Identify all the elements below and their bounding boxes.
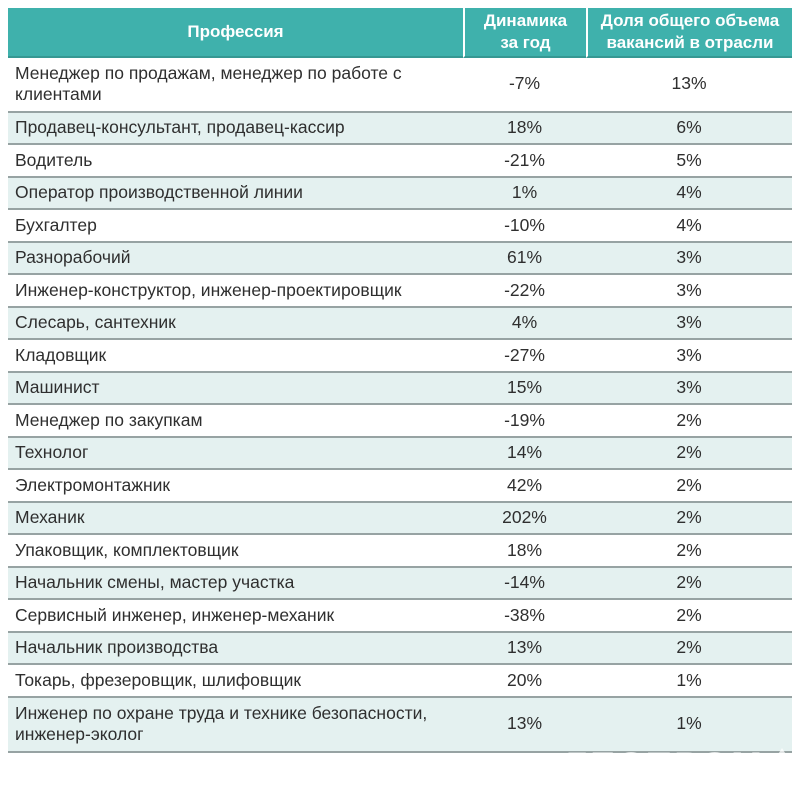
dynamics-cell: 42% [463,470,586,503]
share-cell: 2% [586,535,792,568]
profession-cell: Слесарь, сантехник [8,307,463,340]
share-cell: 4% [586,210,792,243]
share-cell: 2% [586,632,792,665]
table-row: Инженер по охране труда и технике безопа… [8,697,792,753]
profession-cell: Разнорабочий [8,242,463,275]
share-cell: 3% [586,340,792,373]
dynamics-cell: -22% [463,275,586,308]
share-cell: 1% [586,665,792,698]
profession-cell: Сервисный инженер, инженер-механик [8,600,463,633]
profession-cell: Менеджер по закупкам [8,405,463,438]
share-cell: 2% [586,600,792,633]
table-row: Токарь, фрезеровщик, шлифовщик 20% 1% [8,665,792,698]
table-row: Начальник смены, мастер участка -14% 2% [8,567,792,600]
dynamics-cell: -10% [463,210,586,243]
table-row: Менеджер по продажам, менеджер по работе… [8,57,792,113]
profession-cell: Кладовщик [8,340,463,373]
header-row: Профессия Динамика за год Доля общего об… [8,8,792,58]
dynamics-cell: -27% [463,340,586,373]
table-row: Оператор производственной линии 1% 4% [8,177,792,210]
share-cell: 6% [586,112,792,145]
dynamics-cell: 14% [463,437,586,470]
table-body: Менеджер по продажам, менеджер по работе… [8,57,792,753]
table-row: Кладовщик -27% 3% [8,340,792,373]
share-cell: 5% [586,145,792,178]
dynamics-cell: 202% [463,502,586,535]
dynamics-cell: 61% [463,242,586,275]
dynamics-cell: 1% [463,177,586,210]
profession-cell: Водитель [8,145,463,178]
share-cell: 3% [586,307,792,340]
profession-cell: Упаковщик, комплектовщик [8,535,463,568]
table-row: Сервисный инженер, инженер-механик -38% … [8,600,792,633]
profession-cell: Бухгалтер [8,210,463,243]
table-row: Водитель -21% 5% [8,145,792,178]
table-row: Начальник производства 13% 2% [8,632,792,665]
dynamics-cell: 13% [463,632,586,665]
dynamics-cell: 4% [463,307,586,340]
vacancies-table: Профессия Динамика за год Доля общего об… [8,8,792,753]
profession-cell: Продавец-консультант, продавец-кассир [8,112,463,145]
table-row: Слесарь, сантехник 4% 3% [8,307,792,340]
dynamics-cell: 18% [463,535,586,568]
table-row: Электромонтажник 42% 2% [8,470,792,503]
table-row: Менеджер по закупкам -19% 2% [8,405,792,438]
col-header-share: Доля общего объема вакансий в отрасли [586,8,792,58]
share-cell: 2% [586,470,792,503]
profession-cell: Технолог [8,437,463,470]
table-row: Инженер-конструктор, инженер-проектировщ… [8,275,792,308]
profession-cell: Менеджер по продажам, менеджер по работе… [8,57,463,113]
tree-icon [772,748,792,784]
profession-cell: Токарь, фрезеровщик, шлифовщик [8,665,463,698]
watermark-brand-text: ЛЕСПРОМ [562,745,764,786]
table-row: Бухгалтер -10% 4% [8,210,792,243]
profession-cell: Инженер по охране труда и технике безопа… [8,697,463,753]
profession-cell: Инженер-конструктор, инженер-проектировщ… [8,275,463,308]
table-row: Технолог 14% 2% [8,437,792,470]
share-cell: 13% [586,57,792,113]
dynamics-cell: 20% [463,665,586,698]
profession-cell: Оператор производственной линии [8,177,463,210]
dynamics-cell: -38% [463,600,586,633]
dynamics-cell: 18% [463,112,586,145]
profession-cell: Начальник производства [8,632,463,665]
share-cell: 3% [586,372,792,405]
table-row: Разнорабочий 61% 3% [8,242,792,275]
share-cell: 1% [586,697,792,753]
watermark-subtitle-text: ИНФОРМ [671,782,764,799]
share-cell: 3% [586,242,792,275]
profession-cell: Механик [8,502,463,535]
table-row: Машинист 15% 3% [8,372,792,405]
share-cell: 4% [586,177,792,210]
dynamics-cell: -14% [463,567,586,600]
share-cell: 2% [586,437,792,470]
share-cell: 3% [586,275,792,308]
col-header-profession: Профессия [8,8,463,58]
share-cell: 2% [586,405,792,438]
watermark: ЛЕСПРОМ ИНФОРМ [562,747,794,798]
profession-cell: Машинист [8,372,463,405]
table-header: Профессия Динамика за год Доля общего об… [8,8,792,58]
share-cell: 2% [586,567,792,600]
table-row: Упаковщик, комплектовщик 18% 2% [8,535,792,568]
share-cell: 2% [586,502,792,535]
profession-cell: Начальник смены, мастер участка [8,567,463,600]
table-row: Механик 202% 2% [8,502,792,535]
profession-cell: Электромонтажник [8,470,463,503]
dynamics-cell: -19% [463,405,586,438]
dynamics-cell: -21% [463,145,586,178]
col-header-dynamics: Динамика за год [463,8,586,58]
table-row: Продавец-консультант, продавец-кассир 18… [8,112,792,145]
dynamics-cell: -7% [463,57,586,113]
dynamics-cell: 15% [463,372,586,405]
dynamics-cell: 13% [463,697,586,753]
